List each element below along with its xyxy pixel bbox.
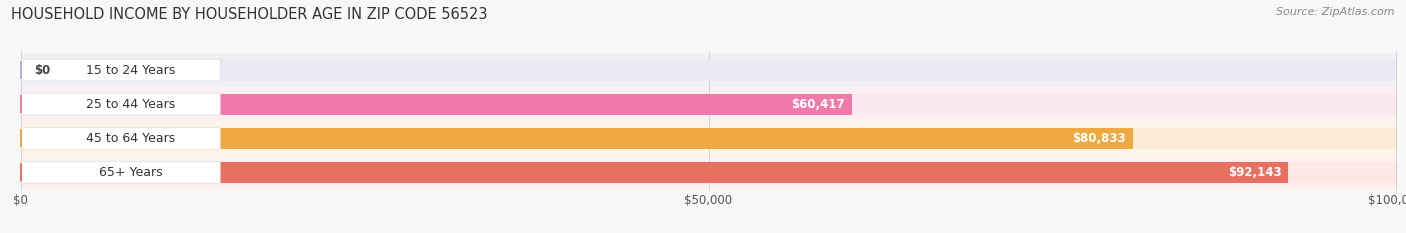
Bar [21, 162, 1288, 183]
FancyBboxPatch shape [21, 127, 221, 149]
Text: HOUSEHOLD INCOME BY HOUSEHOLDER AGE IN ZIP CODE 56523: HOUSEHOLD INCOME BY HOUSEHOLDER AGE IN Z… [11, 7, 488, 22]
Bar [21, 93, 852, 115]
Text: $0: $0 [35, 64, 51, 76]
Bar [21, 155, 1396, 189]
Bar [21, 162, 1396, 183]
Text: 25 to 44 Years: 25 to 44 Years [86, 98, 176, 111]
FancyBboxPatch shape [21, 161, 221, 183]
FancyBboxPatch shape [21, 59, 221, 81]
Text: $92,143: $92,143 [1227, 166, 1281, 179]
Text: $80,833: $80,833 [1073, 132, 1126, 145]
FancyBboxPatch shape [21, 93, 221, 115]
Text: 15 to 24 Years: 15 to 24 Years [86, 64, 176, 76]
Bar [21, 53, 1396, 87]
Text: 45 to 64 Years: 45 to 64 Years [86, 132, 176, 145]
Bar [21, 128, 1396, 149]
Text: $60,417: $60,417 [792, 98, 845, 111]
Bar [21, 87, 1396, 121]
Text: 65+ Years: 65+ Years [98, 166, 162, 179]
Bar [21, 93, 1396, 115]
Text: Source: ZipAtlas.com: Source: ZipAtlas.com [1277, 7, 1395, 17]
Bar [21, 59, 1396, 81]
Bar [21, 128, 1133, 149]
Bar [21, 121, 1396, 155]
